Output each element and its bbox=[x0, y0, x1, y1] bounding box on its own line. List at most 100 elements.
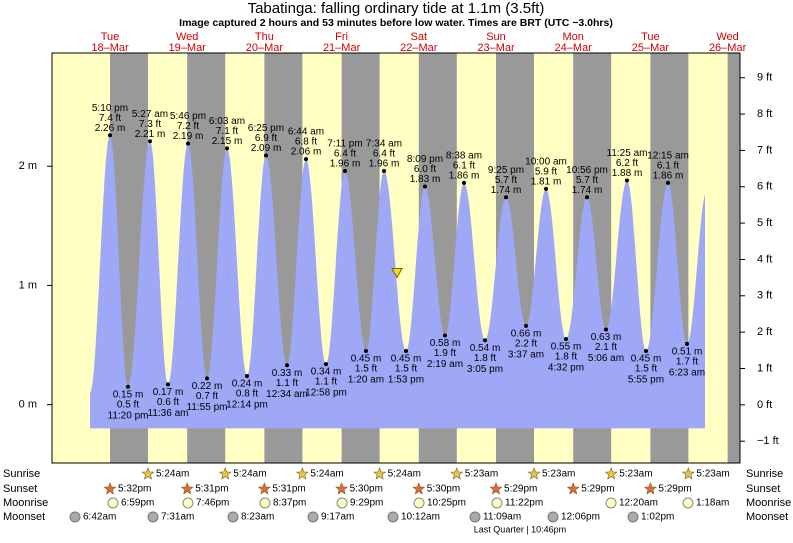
high-tide-m: 1.74 m bbox=[572, 185, 603, 196]
high-tide-time: 6:03 am bbox=[209, 116, 245, 127]
row-time: 5:29pm bbox=[581, 484, 614, 495]
moonset-icon bbox=[469, 511, 481, 523]
row-time: 5:23am bbox=[542, 469, 575, 480]
low-tide-ft: 1.8 ft bbox=[555, 352, 577, 363]
day-name: Mon bbox=[562, 31, 583, 43]
row-time: 5:23am bbox=[619, 469, 652, 480]
low-tide-time: 1:20 am bbox=[348, 375, 384, 386]
day-date: 22–Mar bbox=[400, 42, 438, 54]
row-time: 6:42am bbox=[83, 512, 116, 523]
y-tick-label: 0 m bbox=[19, 399, 37, 411]
low-tide-marker bbox=[364, 348, 368, 353]
day-name: Sat bbox=[411, 31, 428, 43]
high-tide-marker bbox=[264, 153, 268, 158]
day-name: Sun bbox=[486, 31, 506, 43]
low-tide-m: 0.17 m bbox=[153, 387, 184, 398]
y-tick-label: 1 m bbox=[19, 279, 37, 291]
low-tide-m: 0.51 m bbox=[672, 346, 703, 357]
moonset-icon bbox=[69, 511, 81, 523]
high-tide-ft: 6.4 ft bbox=[373, 149, 395, 160]
high-tide-m: 2.09 m bbox=[251, 143, 282, 154]
day-date: 24–Mar bbox=[555, 42, 593, 54]
high-tide-time: 7:11 pm bbox=[327, 139, 362, 150]
row-time: 5:30pm bbox=[350, 484, 383, 495]
high-tide-marker bbox=[304, 157, 308, 162]
row-time: 5:23am bbox=[465, 469, 498, 480]
moonset-icon bbox=[307, 511, 319, 523]
day-date: 23–Mar bbox=[477, 42, 515, 54]
sunset-icon bbox=[257, 482, 271, 495]
high-tide-ft: 6.4 ft bbox=[334, 149, 356, 160]
sunrise-icon bbox=[295, 467, 309, 480]
row-time: 5:24am bbox=[156, 469, 189, 480]
low-tide-ft: 1.8 ft bbox=[474, 353, 496, 364]
row-time: 5:29pm bbox=[504, 484, 537, 495]
moon-phase: Last Quarter | 10:46pm bbox=[474, 524, 566, 534]
high-tide-marker bbox=[585, 195, 589, 200]
y2-tick-label: 1 ft bbox=[757, 362, 772, 374]
row-time: 12:20am bbox=[619, 498, 658, 509]
low-tide-marker bbox=[443, 333, 447, 338]
y2-tick-label: 6 ft bbox=[757, 181, 772, 193]
high-tide-marker bbox=[186, 141, 190, 146]
high-tide-m: 2.06 m bbox=[291, 147, 322, 158]
high-tide-time: 6:44 am bbox=[288, 127, 324, 138]
sunset-icon bbox=[566, 482, 580, 495]
row-time: 10:12am bbox=[401, 512, 440, 523]
low-tide-time: 11:20 pm bbox=[108, 410, 149, 421]
row-label-left: Moonset bbox=[3, 511, 45, 523]
low-tide-marker bbox=[604, 327, 608, 332]
low-tide-marker bbox=[483, 338, 487, 343]
row-time: 5:29pm bbox=[658, 484, 691, 495]
low-tide-m: 0.63 m bbox=[591, 332, 622, 343]
low-tide-time: 4:32 pm bbox=[548, 363, 584, 374]
row-time: 5:24am bbox=[310, 469, 343, 480]
high-tide-ft: 7.1 ft bbox=[216, 126, 238, 137]
low-tide-time: 3:37 am bbox=[508, 350, 544, 361]
low-tide-m: 0.55 m bbox=[551, 342, 582, 353]
row-time: 7:31am bbox=[161, 512, 194, 523]
high-tide-time: 10:00 am bbox=[525, 157, 567, 168]
low-tide-ft: 1.7 ft bbox=[676, 356, 698, 367]
high-tide-time: 10:56 pm bbox=[566, 165, 608, 176]
row-label-right: Moonrise bbox=[746, 497, 791, 509]
row-time: 5:30pm bbox=[427, 484, 460, 495]
low-tide-time: 2:19 am bbox=[427, 359, 463, 370]
row-time: 11:22pm bbox=[505, 498, 543, 509]
high-tide-marker bbox=[343, 168, 347, 173]
row-time: 7:46pm bbox=[196, 498, 229, 509]
moonrise-icon bbox=[413, 497, 425, 509]
row-time: 5:31pm bbox=[195, 484, 228, 495]
high-tide-time: 5:10 pm bbox=[92, 103, 128, 114]
y2-tick-label: 9 ft bbox=[757, 72, 772, 84]
high-tide-ft: 6.8 ft bbox=[295, 137, 317, 148]
low-tide-m: 0.34 m bbox=[311, 367, 342, 378]
day-date: 21–Mar bbox=[323, 42, 361, 54]
row-time: 12:06pm bbox=[561, 512, 600, 523]
high-tide-m: 1.81 m bbox=[531, 177, 562, 188]
tide-area bbox=[90, 135, 705, 429]
high-tide-m: 1.83 m bbox=[410, 174, 441, 185]
high-tide-m: 1.96 m bbox=[369, 159, 400, 170]
low-tide-marker bbox=[285, 363, 289, 368]
y-tick-label: 2 m bbox=[19, 160, 37, 172]
day-date: 26–Mar bbox=[709, 42, 747, 54]
low-tide-ft: 0.7 ft bbox=[196, 391, 218, 402]
moonrise-icon bbox=[682, 497, 694, 509]
low-tide-time: 1:53 pm bbox=[388, 375, 424, 386]
low-tide-m: 0.45 m bbox=[391, 354, 422, 365]
low-tide-marker bbox=[324, 362, 328, 367]
high-tide-ft: 6.2 ft bbox=[616, 158, 638, 169]
low-tide-m: 0.45 m bbox=[351, 354, 382, 365]
sunrise-icon bbox=[373, 467, 387, 480]
y2-tick-label: 7 ft bbox=[757, 144, 772, 156]
low-tide-ft: 2.1 ft bbox=[595, 342, 617, 353]
low-tide-ft: 0.6 ft bbox=[157, 397, 179, 408]
low-tide-marker bbox=[685, 341, 689, 346]
sunrise-icon bbox=[450, 467, 464, 480]
high-tide-ft: 6.1 ft bbox=[453, 161, 475, 172]
low-tide-ft: 0.8 ft bbox=[236, 389, 258, 400]
low-tide-marker bbox=[404, 348, 408, 353]
high-tide-time: 8:09 pm bbox=[407, 154, 443, 165]
